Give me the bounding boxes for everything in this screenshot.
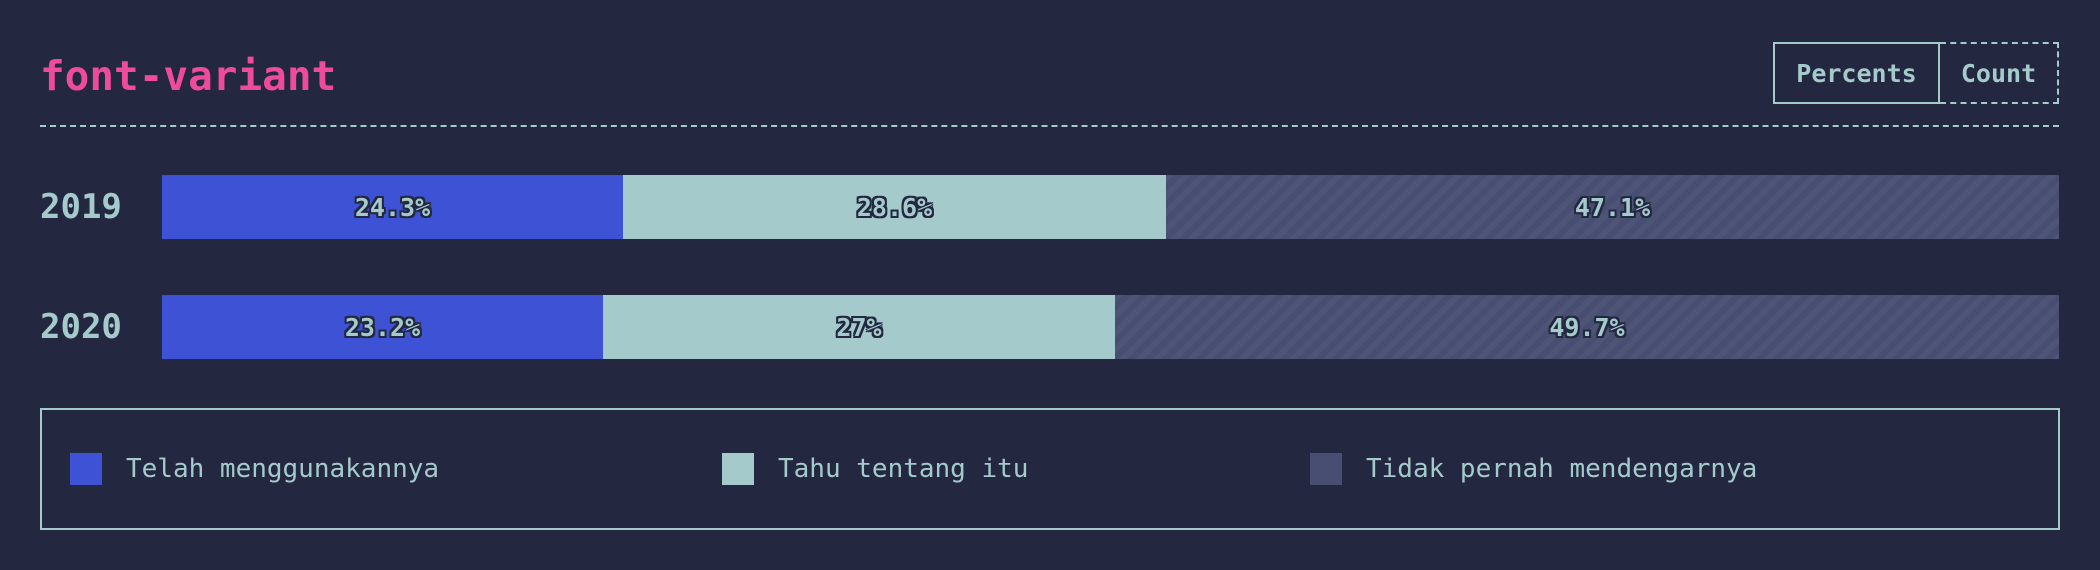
chart-header: font-variant Percents Count <box>40 40 2059 127</box>
percents-button[interactable]: Percents <box>1773 42 1940 104</box>
legend-swatch <box>70 453 102 485</box>
bar-segment[interactable]: 27% <box>603 295 1115 359</box>
category-label: 2020 <box>40 307 122 347</box>
legend-swatch <box>722 453 754 485</box>
legend-swatch <box>1310 453 1342 485</box>
unit-toggle: Percents Count <box>1773 42 2059 104</box>
legend-item[interactable]: Tidak pernah mendengarnya <box>1310 410 1757 528</box>
legend-item[interactable]: Tahu tentang itu <box>722 410 1028 528</box>
bar-segment[interactable]: 47.1% <box>1166 175 2059 239</box>
bar-segment[interactable]: 49.7% <box>1115 295 2059 359</box>
chart-legend: Telah menggunakannya Tahu tentang itu Tida… <box>40 408 2060 530</box>
bar-segment[interactable]: 23.2% <box>162 295 603 359</box>
stacked-bar: 23.2% 27% 49.7% <box>162 295 2059 359</box>
count-button[interactable]: Count <box>1940 42 2059 104</box>
bar-row-2019: 2019 24.3% 28.6% 47.1% <box>40 175 2060 239</box>
legend-label: Telah menggunakannya <box>126 454 440 484</box>
bar-segment[interactable]: 28.6% <box>623 175 1166 239</box>
category-label: 2019 <box>40 187 122 227</box>
chart-title: font-variant <box>40 52 337 100</box>
bar-row-2020: 2020 23.2% 27% 49.7% <box>40 295 2060 359</box>
legend-label: Tidak pernah mendengarnya <box>1366 454 1758 484</box>
stacked-bar: 24.3% 28.6% 47.1% <box>162 175 2059 239</box>
legend-label: Tahu tentang itu <box>778 454 1029 484</box>
stacked-bar-chart: 2019 24.3% 28.6% 47.1% 2020 23.2% 27% 49.7% <box>40 175 2060 361</box>
bar-segment[interactable]: 24.3% <box>162 175 623 239</box>
legend-item[interactable]: Telah menggunakannya <box>70 410 439 528</box>
